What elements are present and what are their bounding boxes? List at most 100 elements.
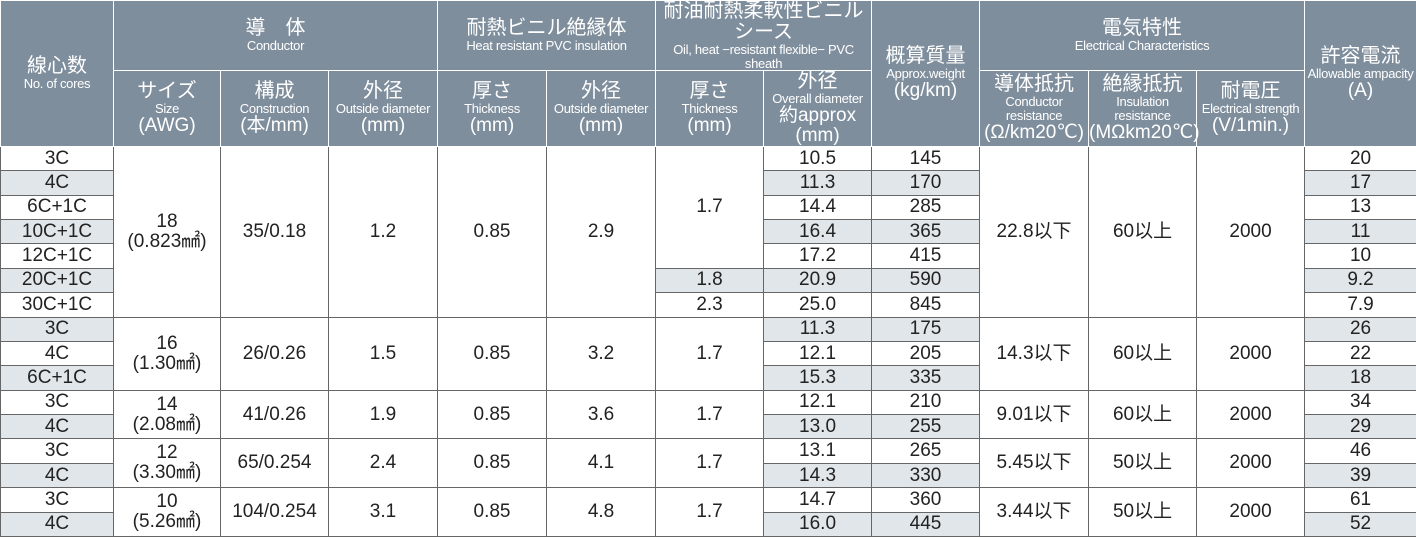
- sheath-thickness-cell: 1.7: [656, 317, 764, 390]
- insulation-resistance-cell: 60以上: [1089, 390, 1197, 439]
- weight-cell: 255: [872, 415, 980, 439]
- cell-text: 16.0: [764, 514, 871, 534]
- cell-text: 145: [872, 149, 979, 169]
- construction-cell: 104/0.254: [221, 488, 329, 537]
- conductor-od-cell: 1.5: [329, 317, 438, 390]
- cores-cell: 4C: [1, 512, 114, 536]
- cell-text: 10.5: [764, 149, 871, 169]
- cell-text: 52: [1305, 514, 1416, 534]
- construction-cell: 41/0.26: [221, 390, 329, 439]
- overall-od-cell: 16.4: [764, 219, 872, 243]
- cell-text: 10: [114, 492, 220, 512]
- cell-text: 3.6: [547, 405, 655, 425]
- cell-text: 電気特性: [980, 18, 1304, 39]
- cell-text: 線心数: [1, 56, 113, 77]
- cell-text: Electrical Characteristics: [980, 39, 1304, 53]
- conductor-od-cell: 3.1: [329, 488, 438, 537]
- cell-text: (mm): [438, 116, 546, 136]
- insulation-thickness-cell: 0.85: [438, 488, 547, 537]
- weight-cell: 365: [872, 219, 980, 243]
- cell-text: (0.823㎟): [114, 232, 220, 252]
- cell-text: 4C: [1, 417, 113, 437]
- cell-text: 20: [1305, 149, 1416, 169]
- cell-text: 22: [1305, 344, 1416, 364]
- conductor-od-cell: 1.2: [329, 146, 438, 317]
- ampacity-cell: 13: [1305, 195, 1416, 219]
- cell-text: 11: [1305, 222, 1416, 242]
- cell-text: Outside diameter: [547, 102, 655, 116]
- cell-text: 26: [1305, 319, 1416, 339]
- overall-od-cell: 11.3: [764, 317, 872, 341]
- cell-text: 2000: [1197, 453, 1304, 473]
- cell-text: No. of cores: [1, 77, 113, 91]
- cell-text: 2000: [1197, 222, 1304, 242]
- cell-text: (mm): [547, 116, 655, 136]
- insulation-thickness-cell: 0.85: [438, 439, 547, 488]
- cell-text: 17.2: [764, 246, 871, 266]
- cell-text: Thickness: [438, 102, 546, 116]
- cell-text: 210: [872, 392, 979, 412]
- ampacity-cell: 29: [1305, 415, 1416, 439]
- weight-cell: 210: [872, 390, 980, 414]
- cell-text: 耐電圧: [1197, 81, 1304, 102]
- cell-text: Thickness: [656, 102, 763, 116]
- conductor-resistance-cell: 5.45以下: [980, 439, 1089, 488]
- insulation-od-cell: 3.2: [547, 317, 656, 390]
- cell-text: 11.3: [764, 173, 871, 193]
- cell-text: 3.44以下: [980, 502, 1088, 522]
- cell-text: 61: [1305, 490, 1416, 510]
- cell-text: Insulation resistance: [1089, 95, 1196, 122]
- cell-text: 外径: [764, 71, 871, 92]
- cell-text: 許容電流: [1305, 46, 1416, 67]
- size-cell: 18(0.823㎟): [114, 146, 221, 317]
- cell-text: 25.0: [764, 295, 871, 315]
- weight-cell: 590: [872, 268, 980, 292]
- weight-cell: 205: [872, 341, 980, 365]
- cell-text: 50以上: [1089, 502, 1196, 522]
- cell-text: 35/0.18: [221, 222, 328, 242]
- cell-text: 構成: [221, 81, 328, 102]
- cell-text: 10C+1C: [1, 222, 113, 242]
- overall-od-cell: 20.9: [764, 268, 872, 292]
- weight-cell: 335: [872, 366, 980, 390]
- conductor-od-cell: 1.9: [329, 390, 438, 439]
- ampacity-cell: 7.9: [1305, 293, 1416, 317]
- cell-text: 12.1: [764, 392, 871, 412]
- overall-od-cell: 17.2: [764, 244, 872, 268]
- cell-text: 845: [872, 295, 979, 315]
- insulation-resistance-cell: 60以上: [1089, 317, 1197, 390]
- cell-text: 約approx (mm): [764, 106, 871, 146]
- cell-text: 4.1: [547, 453, 655, 473]
- cell-text: 14.3: [764, 466, 871, 486]
- cell-text: 15.3: [764, 368, 871, 388]
- cell-text: 14.7: [764, 490, 871, 510]
- cell-text: 34: [1305, 392, 1416, 412]
- cell-text: Heat resistant PVC insulation: [438, 39, 655, 53]
- cell-text: 6C+1C: [1, 368, 113, 388]
- cell-text: 1.7: [656, 344, 763, 364]
- cell-text: 205: [872, 344, 979, 364]
- cell-text: 0.85: [438, 453, 546, 473]
- overall-od-cell: 13.1: [764, 439, 872, 463]
- cell-text: 12.1: [764, 344, 871, 364]
- cell-text: 7.9: [1305, 295, 1416, 315]
- cell-text: 6C+1C: [1, 197, 113, 217]
- cell-text: 1.9: [329, 405, 437, 425]
- cell-text: 4C: [1, 344, 113, 364]
- insulation-thickness-cell: 0.85: [438, 390, 547, 439]
- cell-text: 外径: [329, 81, 437, 102]
- overall-od-cell: 14.7: [764, 488, 872, 512]
- cell-text: 0.85: [438, 405, 546, 425]
- cell-text: 175: [872, 319, 979, 339]
- cell-text: 2000: [1197, 502, 1304, 522]
- cell-text: 2.4: [329, 453, 437, 473]
- ampacity-cell: 18: [1305, 366, 1416, 390]
